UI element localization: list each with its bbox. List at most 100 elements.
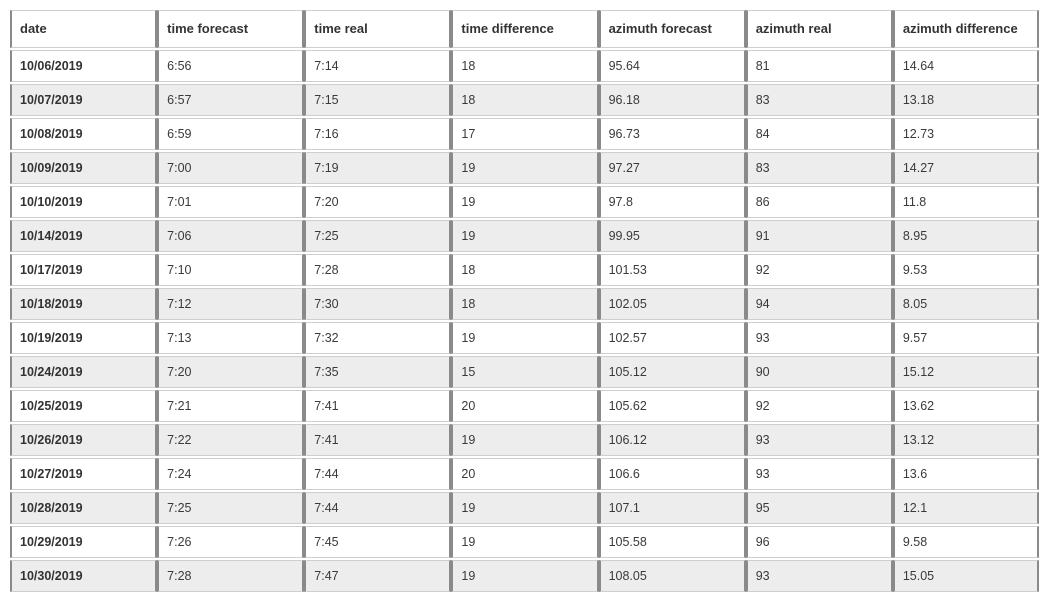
cell-date: 10/17/2019 [10,254,157,286]
cell-azimuth_forecast: 105.12 [599,356,746,388]
cell-time_difference: 20 [451,458,598,490]
table-row: 10/28/20197:257:4419107.19512.1 [10,492,1039,524]
cell-time_difference: 19 [451,152,598,184]
cell-time_forecast: 7:06 [157,220,304,252]
cell-azimuth_forecast: 105.58 [599,526,746,558]
cell-azimuth_real: 93 [746,322,893,354]
table-container: datetime forecasttime realtime differenc… [0,0,1049,602]
cell-time_forecast: 6:57 [157,84,304,116]
cell-time_real: 7:35 [304,356,451,388]
table-row: 10/06/20196:567:141895.648114.64 [10,50,1039,82]
cell-time_forecast: 7:25 [157,492,304,524]
cell-time_forecast: 7:24 [157,458,304,490]
cell-time_forecast: 6:59 [157,118,304,150]
cell-azimuth_difference: 13.6 [893,458,1039,490]
cell-azimuth_forecast: 96.73 [599,118,746,150]
cell-time_difference: 17 [451,118,598,150]
table-row: 10/18/20197:127:3018102.05948.05 [10,288,1039,320]
cell-time_real: 7:25 [304,220,451,252]
cell-time_forecast: 7:26 [157,526,304,558]
cell-azimuth_real: 81 [746,50,893,82]
cell-azimuth_difference: 9.53 [893,254,1039,286]
cell-time_difference: 15 [451,356,598,388]
column-header-time_forecast: time forecast [157,10,304,48]
cell-date: 10/26/2019 [10,424,157,456]
cell-time_real: 7:44 [304,458,451,490]
cell-azimuth_real: 95 [746,492,893,524]
cell-time_real: 7:28 [304,254,451,286]
cell-azimuth_difference: 14.27 [893,152,1039,184]
table-row: 10/09/20197:007:191997.278314.27 [10,152,1039,184]
cell-azimuth_difference: 8.05 [893,288,1039,320]
cell-date: 10/18/2019 [10,288,157,320]
cell-azimuth_real: 93 [746,424,893,456]
cell-azimuth_real: 96 [746,526,893,558]
cell-time_difference: 19 [451,186,598,218]
cell-time_real: 7:32 [304,322,451,354]
cell-azimuth_real: 86 [746,186,893,218]
cell-azimuth_difference: 13.18 [893,84,1039,116]
cell-azimuth_difference: 13.12 [893,424,1039,456]
cell-azimuth_real: 93 [746,560,893,592]
table-row: 10/14/20197:067:251999.95918.95 [10,220,1039,252]
table-header-row: datetime forecasttime realtime differenc… [10,10,1039,48]
cell-date: 10/19/2019 [10,322,157,354]
table-row: 10/19/20197:137:3219102.57939.57 [10,322,1039,354]
cell-time_difference: 19 [451,560,598,592]
cell-azimuth_forecast: 95.64 [599,50,746,82]
cell-time_difference: 19 [451,424,598,456]
cell-date: 10/30/2019 [10,560,157,592]
cell-azimuth_forecast: 106.6 [599,458,746,490]
cell-time_difference: 18 [451,288,598,320]
column-header-time_real: time real [304,10,451,48]
cell-time_difference: 18 [451,254,598,286]
cell-date: 10/10/2019 [10,186,157,218]
cell-azimuth_forecast: 102.57 [599,322,746,354]
cell-time_real: 7:41 [304,390,451,422]
column-header-azimuth_difference: azimuth difference [893,10,1039,48]
cell-azimuth_real: 92 [746,390,893,422]
cell-date: 10/27/2019 [10,458,157,490]
data-table: datetime forecasttime realtime differenc… [10,8,1039,594]
cell-azimuth_real: 90 [746,356,893,388]
cell-time_real: 7:16 [304,118,451,150]
cell-time_difference: 19 [451,220,598,252]
cell-date: 10/06/2019 [10,50,157,82]
cell-time_difference: 19 [451,322,598,354]
cell-azimuth_difference: 13.62 [893,390,1039,422]
cell-time_forecast: 7:22 [157,424,304,456]
table-row: 10/08/20196:597:161796.738412.73 [10,118,1039,150]
column-header-time_difference: time difference [451,10,598,48]
cell-time_real: 7:19 [304,152,451,184]
cell-azimuth_real: 92 [746,254,893,286]
cell-time_forecast: 7:20 [157,356,304,388]
cell-time_difference: 19 [451,526,598,558]
cell-azimuth_forecast: 101.53 [599,254,746,286]
cell-azimuth_difference: 9.58 [893,526,1039,558]
cell-azimuth_difference: 15.12 [893,356,1039,388]
cell-azimuth_real: 84 [746,118,893,150]
cell-azimuth_real: 83 [746,84,893,116]
cell-date: 10/08/2019 [10,118,157,150]
cell-time_forecast: 7:01 [157,186,304,218]
cell-azimuth_difference: 12.73 [893,118,1039,150]
cell-time_forecast: 7:12 [157,288,304,320]
cell-azimuth_difference: 11.8 [893,186,1039,218]
cell-time_difference: 18 [451,84,598,116]
cell-time_forecast: 7:21 [157,390,304,422]
table-row: 10/07/20196:577:151896.188313.18 [10,84,1039,116]
cell-time_difference: 19 [451,492,598,524]
cell-azimuth_forecast: 108.05 [599,560,746,592]
cell-azimuth_forecast: 107.1 [599,492,746,524]
cell-azimuth_forecast: 97.27 [599,152,746,184]
cell-time_forecast: 7:10 [157,254,304,286]
table-row: 10/30/20197:287:4719108.059315.05 [10,560,1039,592]
cell-time_real: 7:20 [304,186,451,218]
cell-azimuth_forecast: 106.12 [599,424,746,456]
cell-time_forecast: 7:13 [157,322,304,354]
cell-date: 10/07/2019 [10,84,157,116]
cell-time_difference: 20 [451,390,598,422]
table-row: 10/27/20197:247:4420106.69313.6 [10,458,1039,490]
cell-time_real: 7:45 [304,526,451,558]
cell-date: 10/29/2019 [10,526,157,558]
